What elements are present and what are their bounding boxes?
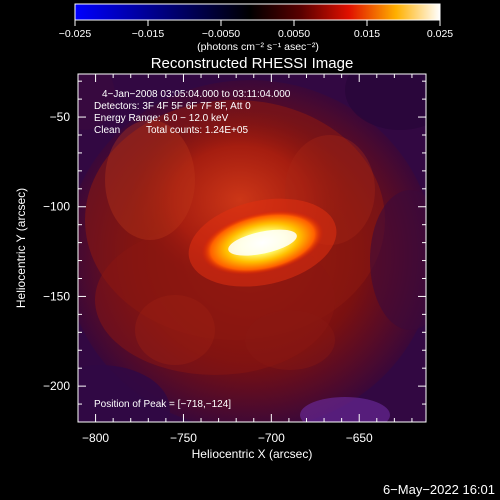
colorbar-tick-label: −0.0050: [202, 28, 240, 40]
x-tick-label: −650: [346, 431, 373, 445]
colorbar-tick-label: −0.025: [59, 28, 92, 40]
plot-frame: [77, 73, 427, 423]
annotation-energy: Energy Range: 6.0 − 12.0 keV: [94, 113, 229, 124]
colorbar-tick-label: 0.015: [354, 28, 380, 40]
flare-source: [188, 198, 337, 287]
peak-position-label: Position of Peak = [−718,−124]: [94, 399, 231, 410]
x-axis: −800 −750 −700 −650: [77, 74, 413, 445]
x-axis-label: Heliocentric X (arcsec): [192, 447, 313, 461]
chart-title: Reconstructed RHESSI Image: [151, 55, 354, 72]
annotation-counts: Total counts: 1.24E+05: [146, 125, 248, 136]
x-tick-label: −700: [258, 431, 285, 445]
colorbar-label: (photons cm⁻² s⁻¹ asec⁻²): [197, 41, 319, 53]
timestamp: 6−May−2022 16:01: [383, 482, 495, 497]
heatmap-image: [78, 74, 426, 422]
y-axis-label: Heliocentric Y (arcsec): [14, 188, 28, 308]
colorbar-tick-label: −0.015: [132, 28, 165, 40]
colorbar: [74, 3, 441, 21]
annotation-clean: Clean: [94, 125, 120, 136]
y-tick-label: −200: [43, 379, 70, 393]
y-tick-label: −100: [43, 200, 70, 214]
x-tick-label: −750: [170, 431, 197, 445]
annotation-time: 4−Jan−2008 03:05:04.000 to 03:11:04.000: [102, 89, 291, 100]
y-tick-label: −50: [50, 110, 71, 124]
colorbar-ticks: −0.025 −0.015 −0.0050 0.0050 0.015 0.025: [59, 20, 453, 40]
annotation-block: 4−Jan−2008 03:05:04.000 to 03:11:04.000 …: [94, 89, 291, 136]
y-tick-label: −150: [43, 289, 70, 303]
annotation-detectors: Detectors: 3F 4F 5F 6F 7F 8F, Att 0: [94, 101, 251, 112]
colorbar-tick-label: 0.025: [427, 28, 453, 40]
colorbar-tick-label: 0.0050: [278, 28, 310, 40]
x-tick-label: −800: [82, 431, 109, 445]
y-axis: −50 −100 −150 −200: [43, 80, 426, 423]
